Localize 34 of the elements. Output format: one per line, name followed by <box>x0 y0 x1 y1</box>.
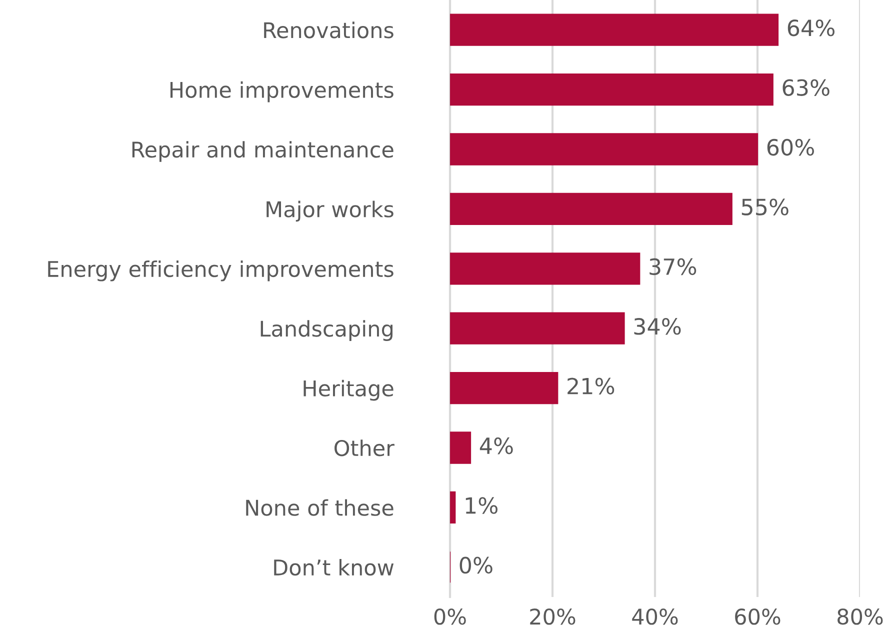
data-label: 4% <box>480 437 513 454</box>
bar <box>450 252 640 285</box>
bar <box>450 491 456 524</box>
data-label: 1% <box>466 497 498 514</box>
x-tick-label: 40% <box>632 608 678 625</box>
y-tick-label: Renovations <box>264 22 394 38</box>
bar <box>450 372 558 404</box>
y-tick-label: Repair and maintenance <box>132 141 394 162</box>
bar <box>450 312 625 344</box>
data-label: 64% <box>788 19 834 36</box>
data-label: 60% <box>767 138 814 156</box>
y-tick-label: Other <box>334 440 394 456</box>
bar <box>450 14 779 46</box>
data-label: 37% <box>650 258 696 276</box>
y-tick-label: Don’t know <box>274 558 394 576</box>
data-label: 0% <box>460 556 492 574</box>
data-label: 63% <box>782 79 830 96</box>
x-tick-label: 20% <box>530 608 576 625</box>
bar <box>450 192 732 226</box>
y-tick-label: Home improvements <box>170 81 394 102</box>
y-tick-label: Energy efficiency improvements <box>48 260 394 282</box>
x-tick-label: 60% <box>735 608 780 625</box>
data-label: 34% <box>634 318 681 335</box>
bar <box>450 133 758 166</box>
data-label: 21% <box>568 378 614 394</box>
x-tick-label: 0% <box>434 608 466 625</box>
data-label: 55% <box>742 198 788 216</box>
bar <box>450 432 472 464</box>
y-tick-label: Landscaping <box>260 320 392 342</box>
y-tick-label: Heritage <box>304 380 394 401</box>
x-tick-label: 80% <box>838 608 883 625</box>
y-tick-label: Major works <box>266 200 394 222</box>
bar <box>450 73 774 106</box>
y-tick-label: None of these <box>246 499 394 516</box>
